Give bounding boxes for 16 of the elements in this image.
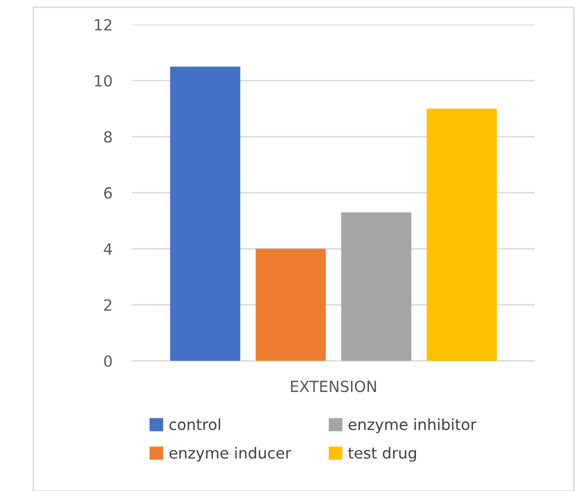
y-tick-label: 6: [104, 187, 112, 199]
legend-label: control: [169, 418, 220, 430]
y-tick-label: 12: [95, 19, 112, 30]
y-tick-label: 2: [104, 299, 112, 311]
legend-label: test drug: [348, 446, 416, 462]
bar: [170, 66, 240, 361]
legend-label: enzyme inhibitor: [348, 418, 476, 434]
bar: [426, 108, 497, 361]
y-tick-label: 8: [104, 131, 112, 143]
legend-label: enzyme inducer: [169, 446, 292, 462]
y-tick-label: 0: [104, 355, 112, 367]
y-tick-label: 10: [95, 75, 112, 87]
y-tick-label: 4: [104, 243, 112, 255]
bar: [256, 248, 326, 361]
x-tick-label: EXTENSION: [291, 380, 376, 392]
bar: [341, 212, 412, 361]
